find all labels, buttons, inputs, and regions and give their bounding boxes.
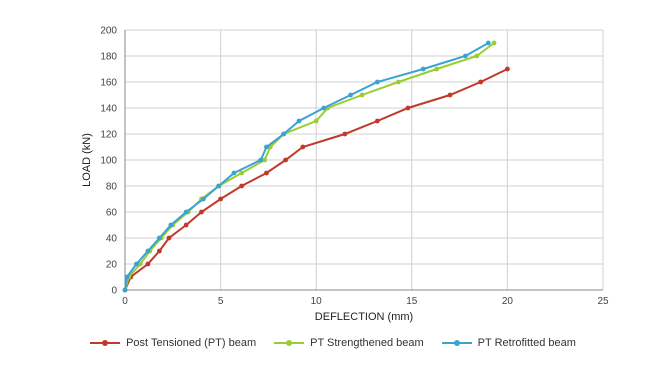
tick-labels: 0 20 40 60 80 100 120 140 160 180 200 0 5 10 15 20 25 <box>100 26 609 308</box>
data-point <box>491 40 497 46</box>
x-tick-label: 10 <box>311 296 323 307</box>
data-point <box>296 118 302 124</box>
data-point <box>420 66 426 72</box>
y-tick-label: 160 <box>100 78 117 89</box>
data-point <box>485 40 491 46</box>
legend: Post Tensioned (PT) beam PT Strengthened … <box>0 333 666 353</box>
series-group <box>122 40 510 293</box>
data-point <box>258 157 264 163</box>
data-point <box>183 222 189 228</box>
y-tick-label: 120 <box>100 130 117 141</box>
data-point <box>199 209 204 215</box>
axes <box>124 30 603 291</box>
data-point <box>434 66 440 72</box>
series-line <box>124 68 508 291</box>
data-point <box>157 235 162 241</box>
legend-swatch <box>90 338 121 348</box>
data-point <box>474 53 480 59</box>
data-point <box>359 92 365 98</box>
y-tick-label: 100 <box>100 156 117 167</box>
data-point <box>166 235 172 241</box>
data-point <box>183 209 189 215</box>
data-point <box>374 118 380 124</box>
legend-item: PT Strengthened beam <box>274 337 424 349</box>
data-point <box>231 170 237 176</box>
data-point <box>239 183 245 189</box>
data-point <box>462 53 468 59</box>
data-point <box>157 248 162 254</box>
x-tick-label: 20 <box>502 296 514 307</box>
data-point <box>239 170 245 176</box>
data-point <box>264 144 269 150</box>
legend-item: Post Tensioned (PT) beam <box>90 337 256 349</box>
series-3 <box>122 40 491 293</box>
data-point <box>264 170 269 176</box>
gridlines <box>124 29 604 291</box>
legend-label: PT Strengthened beam <box>310 337 424 349</box>
data-point <box>134 261 139 267</box>
data-point <box>396 79 401 85</box>
data-point <box>374 79 380 85</box>
data-point <box>137 261 143 267</box>
data-point <box>281 131 287 137</box>
data-point <box>283 157 289 163</box>
data-point <box>168 222 174 228</box>
x-tick-label: 25 <box>597 296 609 307</box>
x-tick-label: 15 <box>406 296 418 307</box>
y-axis-title: LOAD (kN) <box>81 133 93 187</box>
data-point <box>262 157 267 163</box>
y-tick-label: 0 <box>111 286 117 297</box>
data-point <box>145 248 151 254</box>
y-tick-label: 180 <box>100 52 117 63</box>
data-point <box>200 196 206 202</box>
data-point <box>478 79 484 85</box>
data-point <box>218 196 224 202</box>
y-tick-label: 20 <box>106 260 118 271</box>
data-point <box>145 261 151 267</box>
x-tick-label: 5 <box>218 296 224 307</box>
data-point <box>122 287 128 293</box>
y-tick-label: 140 <box>100 104 117 115</box>
legend-label: Post Tensioned (PT) beam <box>126 337 257 349</box>
x-axis-title: DEFLECTION (mm) <box>315 311 413 323</box>
data-point <box>505 66 510 72</box>
data-point <box>313 118 319 124</box>
data-point <box>405 105 411 111</box>
series-line <box>124 42 495 291</box>
legend-item: PT Retrofitted beam <box>441 337 576 349</box>
data-point <box>342 131 348 137</box>
data-point <box>300 144 306 150</box>
data-point <box>321 105 327 111</box>
data-point <box>348 92 354 98</box>
legend-swatch <box>441 338 472 348</box>
series-2 <box>122 40 497 293</box>
data-point <box>124 274 130 280</box>
legend-label: PT Retrofitted beam <box>477 337 576 349</box>
legend-swatch <box>274 338 305 348</box>
y-tick-label: 40 <box>106 234 118 245</box>
y-tick-label: 80 <box>106 182 118 193</box>
x-tick-label: 0 <box>122 296 128 307</box>
series-line <box>124 42 489 291</box>
y-tick-label: 200 <box>100 26 117 37</box>
data-point <box>216 183 222 189</box>
y-tick-label: 60 <box>106 208 118 219</box>
data-point <box>447 92 453 98</box>
